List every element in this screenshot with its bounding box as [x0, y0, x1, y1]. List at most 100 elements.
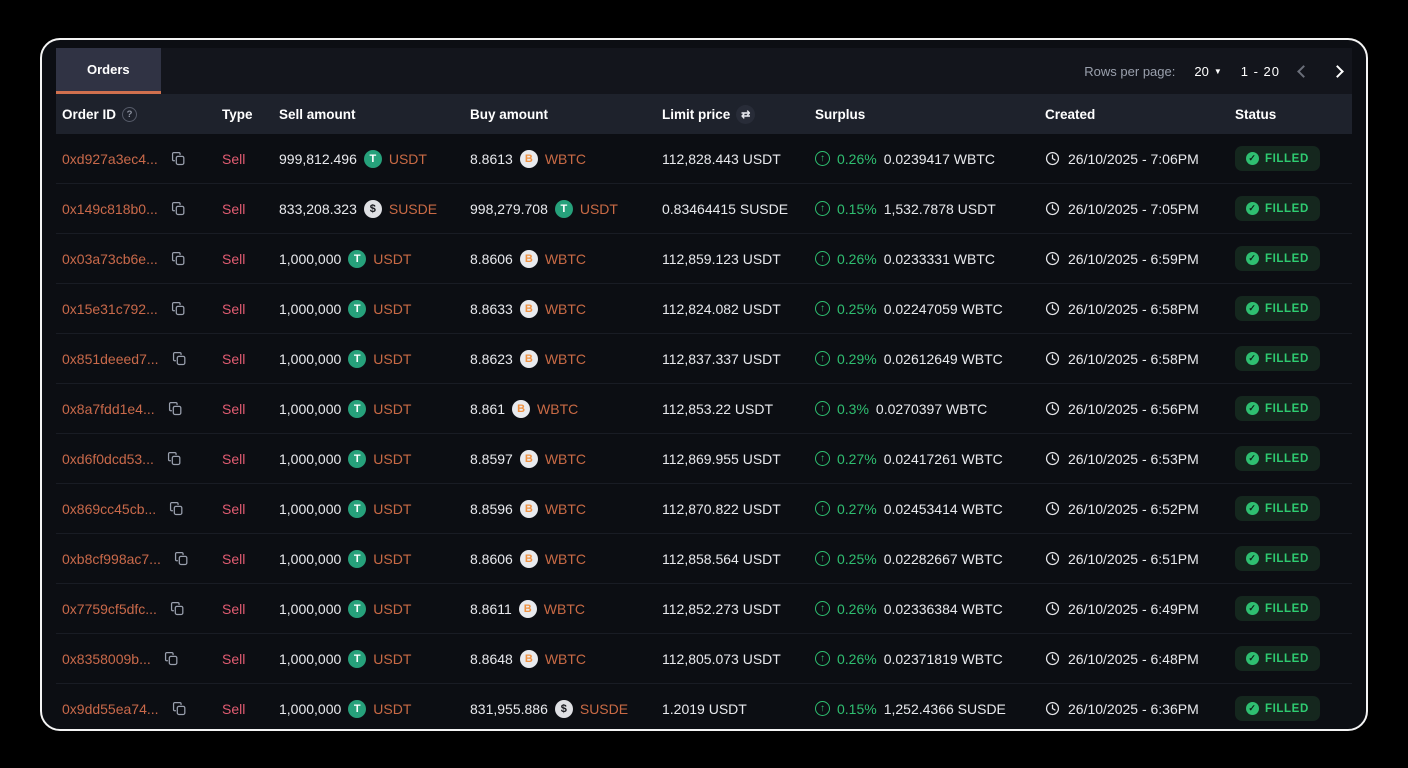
surplus-cell: ↑ 0.29% 0.02612649 WBTC	[809, 351, 1039, 367]
sell-amount-cell: 1,000,000 T USDT	[273, 249, 464, 268]
copy-icon[interactable]	[171, 151, 186, 166]
sell-amount-value: 1,000,000	[279, 400, 342, 417]
surplus-up-arrow-icon: ↑	[815, 401, 830, 416]
wbtc-token-icon: B	[519, 649, 538, 668]
order-id-link[interactable]: 0x149c818b0...	[62, 200, 158, 217]
buy-amount-value: 8.8648	[470, 650, 513, 667]
order-id-link[interactable]: 0x9dd55ea74...	[62, 700, 159, 717]
header-created: Created	[1039, 107, 1229, 122]
surplus-cell: ↑ 0.26% 0.0239417 WBTC	[809, 151, 1039, 167]
page-range-label: 1 - 20	[1240, 63, 1280, 79]
order-id-link[interactable]: 0x8a7fdd1e4...	[62, 400, 155, 417]
created-value: 26/10/2025 - 6:48PM	[1068, 650, 1199, 667]
status-label: FILLED	[1265, 702, 1309, 715]
copy-icon[interactable]	[171, 251, 186, 266]
order-id-link[interactable]: 0xd6f0dcd53...	[62, 450, 154, 467]
swap-price-icon[interactable]: ⇄	[736, 104, 756, 124]
check-icon: ✓	[1246, 402, 1259, 415]
rows-per-page-select[interactable]: 20 ▼	[1194, 64, 1221, 79]
usdt-token-icon: T	[348, 549, 367, 568]
order-id-link[interactable]: 0xd927a3ec4...	[62, 150, 158, 167]
order-type: Sell	[222, 500, 246, 517]
status-cell: ✓ FILLED	[1229, 646, 1352, 671]
sell-amount-value: 1,000,000	[279, 350, 342, 367]
sell-token-label: USDT	[373, 350, 412, 367]
copy-icon[interactable]	[169, 501, 184, 516]
clock-icon	[1045, 551, 1060, 566]
buy-amount-cell: 998,279.708 T USDT	[464, 199, 656, 218]
order-type: Sell	[222, 600, 246, 617]
status-badge: ✓ FILLED	[1235, 146, 1320, 171]
copy-icon[interactable]	[171, 301, 186, 316]
order-id-cell: 0x03a73cb6e...	[56, 251, 216, 267]
buy-token-label: WBTC	[544, 650, 587, 667]
limit-price-cell: 112,859.123 USDT	[662, 250, 781, 267]
order-id-cell: 0x869cc45cb...	[56, 501, 216, 517]
sell-token-label: SUSDE	[388, 200, 438, 217]
surplus-value: 0.02417261 WBTC	[883, 450, 1003, 467]
wbtc-token-icon: B	[519, 499, 538, 518]
copy-icon[interactable]	[167, 451, 182, 466]
order-id-link[interactable]: 0xb8cf998ac7...	[62, 550, 161, 567]
copy-icon[interactable]	[170, 601, 185, 616]
sell-token-label: USDT	[373, 400, 412, 417]
copy-icon[interactable]	[164, 651, 179, 666]
copy-icon[interactable]	[168, 401, 183, 416]
help-icon[interactable]: ?	[122, 106, 138, 122]
sell-amount-value: 833,208.323	[279, 200, 357, 217]
surplus-cell: ↑ 0.25% 0.02247059 WBTC	[809, 301, 1039, 317]
status-badge: ✓ FILLED	[1235, 496, 1320, 521]
created-value: 26/10/2025 - 6:56PM	[1068, 400, 1199, 417]
clock-icon	[1045, 601, 1060, 616]
copy-icon[interactable]	[174, 551, 189, 566]
limit-price-cell: 112,837.337 USDT	[662, 350, 781, 367]
surplus-percent: 0.15%	[837, 200, 877, 217]
order-id-link[interactable]: 0x8358009b...	[62, 650, 151, 667]
clock-icon	[1045, 651, 1060, 666]
sell-amount-cell: 1,000,000 T USDT	[273, 449, 464, 468]
orders-panel: Orders Rows per page: 20 ▼ 1 - 20 Order …	[40, 38, 1368, 731]
surplus-cell: ↑ 0.26% 0.0233331 WBTC	[809, 251, 1039, 267]
sell-amount-value: 1,000,000	[279, 550, 342, 567]
surplus-value: 1,252.4366 SUSDE	[883, 700, 1006, 717]
sell-amount-cell: 1,000,000 T USDT	[273, 549, 464, 568]
status-label: FILLED	[1265, 252, 1309, 265]
surplus-value: 0.0239417 WBTC	[883, 150, 995, 167]
check-icon: ✓	[1246, 502, 1259, 515]
order-id-link[interactable]: 0x15e31c792...	[62, 300, 158, 317]
surplus-percent: 0.26%	[837, 650, 877, 667]
status-label: FILLED	[1265, 302, 1309, 315]
created-cell: 26/10/2025 - 6:59PM	[1039, 251, 1229, 267]
copy-icon[interactable]	[172, 351, 187, 366]
buy-amount-value: 8.8613	[470, 150, 513, 167]
next-page-button[interactable]	[1331, 64, 1344, 78]
surplus-value: 0.02336384 WBTC	[883, 600, 1003, 617]
order-id-cell: 0x851deeed7...	[56, 351, 216, 367]
buy-amount-value: 8.861	[470, 400, 506, 417]
order-id-link[interactable]: 0x869cc45cb...	[62, 500, 157, 517]
check-icon: ✓	[1246, 652, 1259, 665]
sell-token-label: USDT	[373, 450, 412, 467]
prev-page-button[interactable]	[1297, 64, 1310, 78]
order-id-link[interactable]: 0x851deeed7...	[62, 350, 159, 367]
created-cell: 26/10/2025 - 6:58PM	[1039, 301, 1229, 317]
status-cell: ✓ FILLED	[1229, 196, 1352, 221]
copy-icon[interactable]	[171, 201, 186, 216]
buy-token-label: WBTC	[544, 450, 587, 467]
sell-amount-value: 1,000,000	[279, 300, 342, 317]
sell-amount-cell: 1,000,000 T USDT	[273, 699, 464, 718]
header-status-label: Status	[1235, 106, 1277, 122]
surplus-value: 0.02612649 WBTC	[883, 350, 1003, 367]
order-id-link[interactable]: 0x7759cf5dfc...	[62, 600, 157, 617]
created-cell: 26/10/2025 - 6:53PM	[1039, 451, 1229, 467]
buy-amount-cell: 831,955.886 $ SUSDE	[464, 699, 656, 718]
buy-amount-value: 998,279.708	[470, 200, 548, 217]
header-type-label: Type	[222, 106, 253, 122]
copy-icon[interactable]	[172, 701, 187, 716]
order-id-link[interactable]: 0x03a73cb6e...	[62, 250, 158, 267]
buy-amount-cell: 8.8633 B WBTC	[464, 299, 656, 318]
order-type: Sell	[222, 400, 246, 417]
created-value: 26/10/2025 - 7:06PM	[1068, 150, 1199, 167]
sell-amount-cell: 1,000,000 T USDT	[273, 399, 464, 418]
tab-orders[interactable]: Orders	[56, 48, 161, 94]
